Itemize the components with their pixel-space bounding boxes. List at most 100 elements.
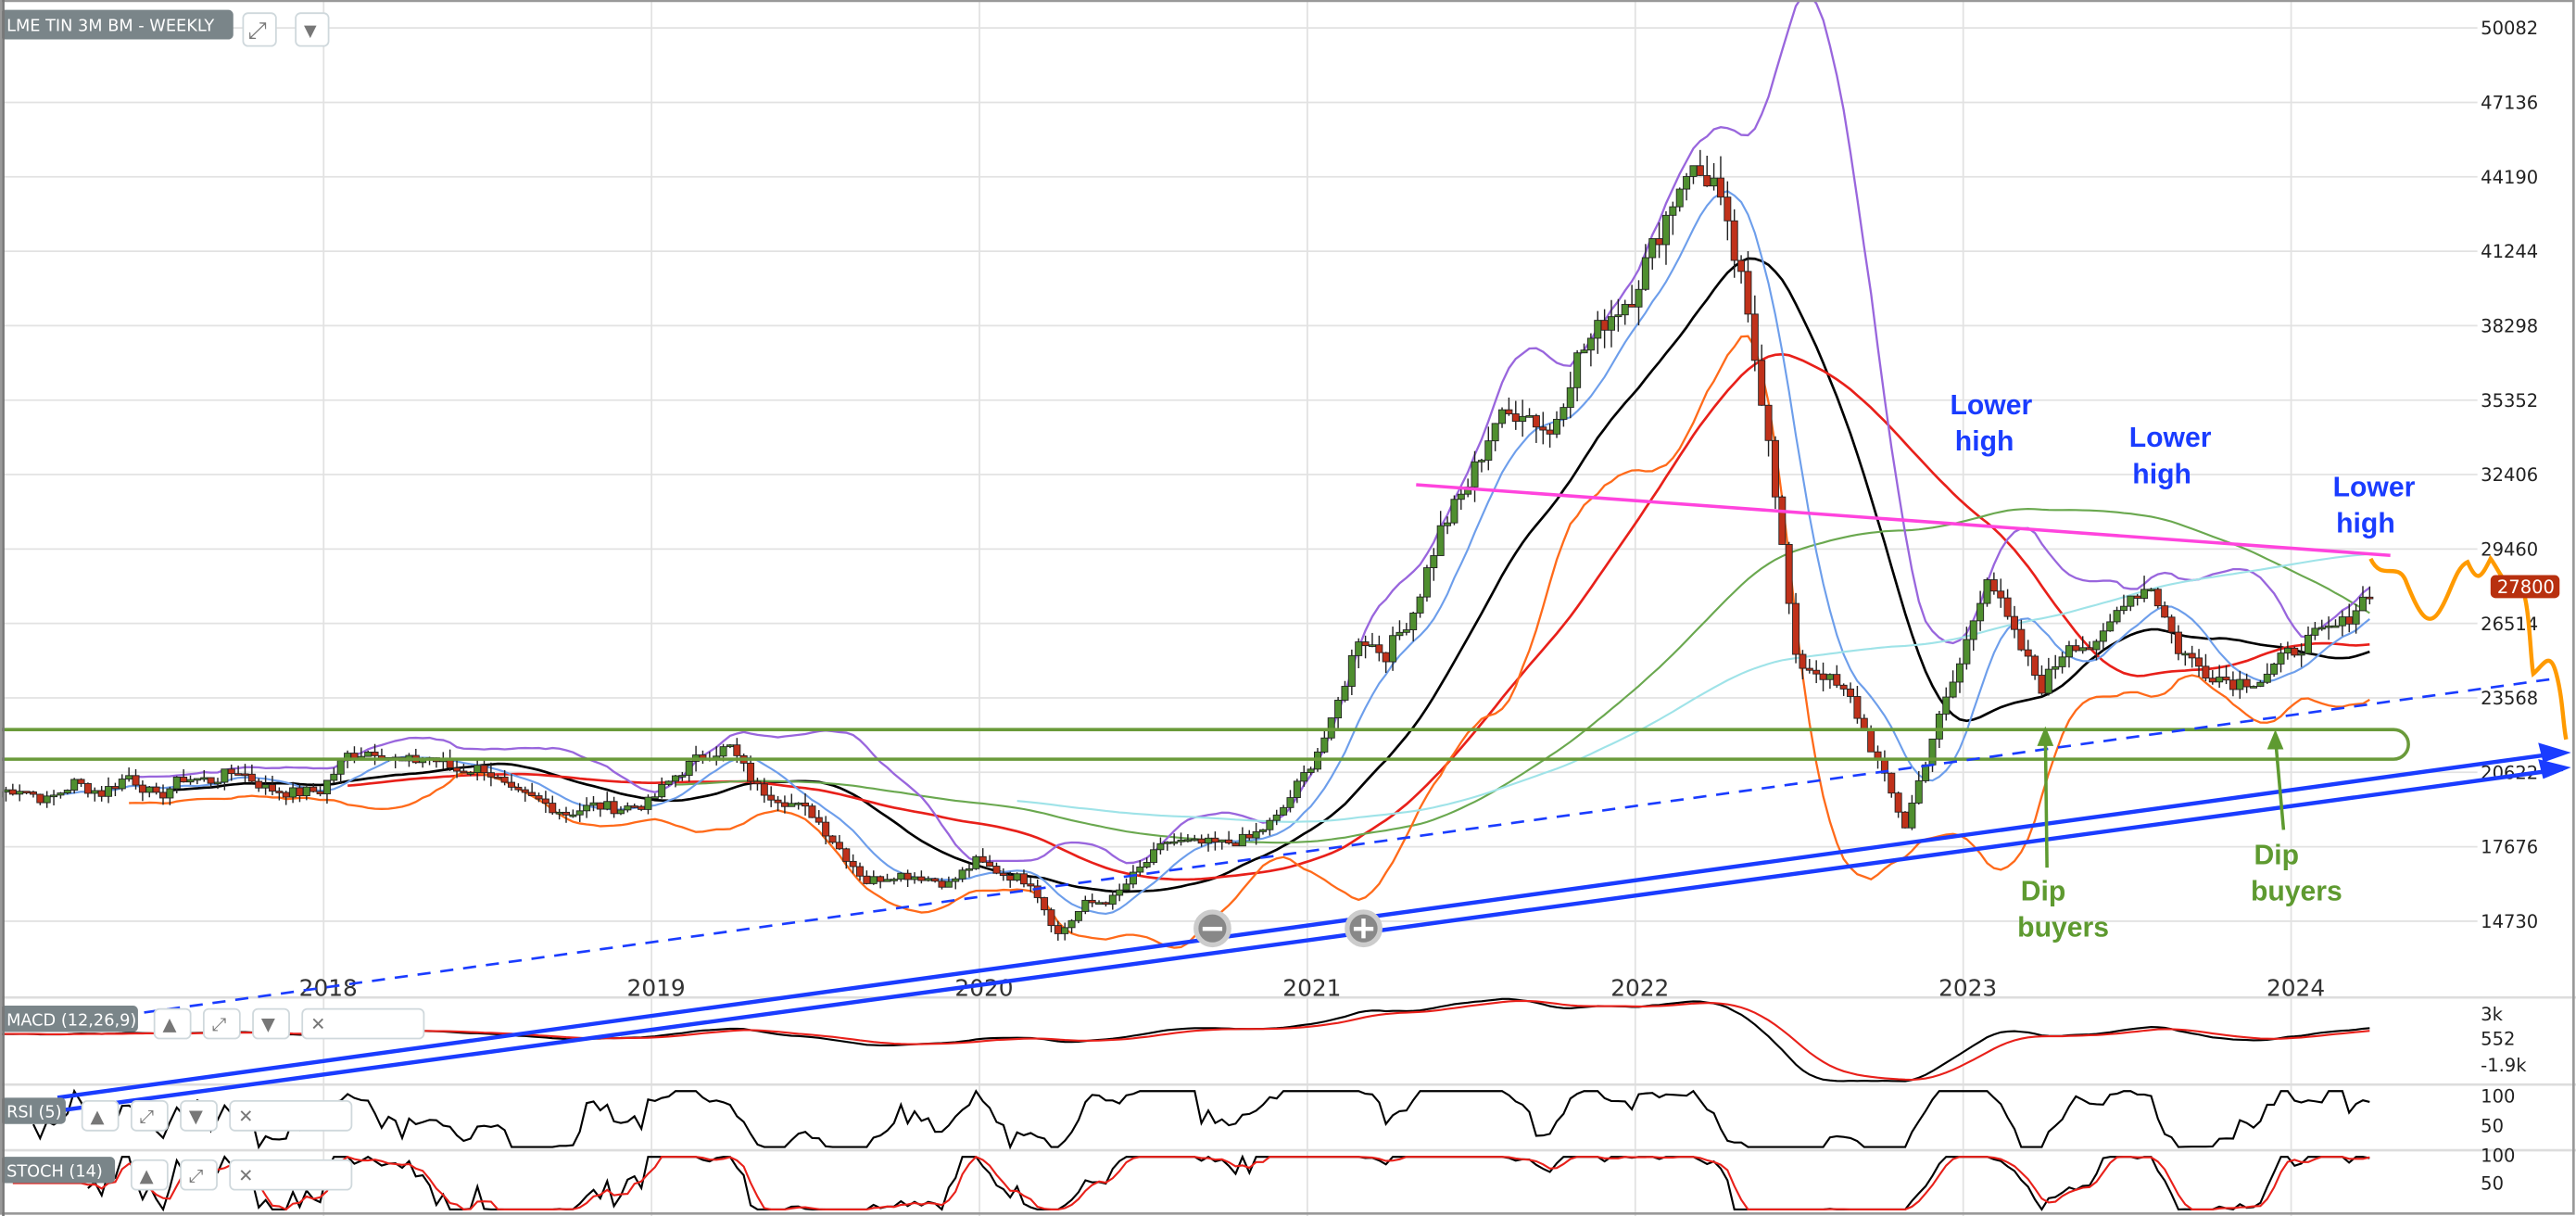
candle (1307, 768, 1315, 773)
move-up-button[interactable] (81, 1100, 120, 1132)
indicator-label: STOCH (14) (6, 1162, 103, 1181)
candle (2270, 664, 2279, 675)
close-icon: ✕ (310, 1014, 325, 1035)
arrow-up-icon: ▲ (163, 1014, 177, 1035)
candle (1013, 873, 1021, 881)
candle (1799, 653, 1807, 669)
candle (180, 777, 188, 783)
candle (986, 861, 994, 867)
candle (835, 842, 843, 850)
move-down-button[interactable] (252, 1007, 290, 1040)
remove-indicator-button[interactable] (229, 1159, 353, 1191)
last-price-tag (2490, 575, 2560, 599)
candle (2291, 647, 2299, 656)
support-trendline-lower (57, 766, 2564, 1113)
candle (1205, 837, 1213, 844)
candle (1368, 644, 1376, 647)
candle (685, 761, 693, 777)
candle (2325, 625, 2333, 628)
candle (541, 798, 549, 804)
candle (1300, 772, 1308, 782)
candle (1532, 415, 1540, 428)
candle (1976, 602, 1985, 622)
candle (1422, 567, 1431, 598)
candle (234, 773, 243, 776)
candle (159, 792, 168, 799)
candle (1819, 673, 1827, 680)
candle (1067, 919, 1076, 929)
candle (364, 752, 373, 757)
candle (2167, 616, 2176, 633)
candle (1812, 669, 1821, 675)
candle (1143, 862, 1151, 868)
indicator-label: MACD (12,26,9) (6, 1011, 136, 1030)
move-up-button[interactable] (130, 1159, 169, 1191)
candle (822, 821, 830, 837)
candle (794, 802, 802, 805)
price-tick-label: 14730 (2481, 911, 2538, 932)
candle (869, 876, 878, 884)
last-price-value: 27800 (2497, 576, 2555, 598)
maximize-button[interactable] (180, 1159, 218, 1191)
stoch-d-line (12, 1155, 2370, 1211)
remove-indicator-button[interactable] (229, 1100, 353, 1132)
candle (1033, 885, 1042, 898)
candle (856, 866, 865, 877)
candle (125, 775, 133, 779)
candle (1669, 206, 1677, 216)
candle (275, 791, 284, 793)
candle (1108, 894, 1117, 906)
candle (678, 775, 687, 778)
candle (877, 876, 885, 882)
candle (774, 799, 782, 804)
move-down-button[interactable] (180, 1100, 218, 1132)
candle (486, 772, 495, 778)
candle (1628, 303, 1636, 308)
candle (1792, 602, 1800, 655)
maximize-button[interactable] (202, 1007, 241, 1040)
candle (241, 773, 249, 777)
candle (650, 796, 659, 799)
maximize-button[interactable]: ⤢ (242, 12, 277, 47)
candle (268, 784, 276, 792)
candle (658, 783, 666, 798)
candle (166, 788, 174, 799)
candle (1621, 303, 1629, 316)
annotation-lower-high: high (1955, 426, 2014, 457)
candle (316, 791, 324, 795)
candle (802, 802, 810, 807)
move-up-button[interactable] (153, 1007, 192, 1040)
support-zone (0, 728, 2410, 761)
candle (1280, 806, 1288, 816)
move-down-button[interactable]: ▼ (295, 12, 330, 47)
candle (221, 768, 229, 783)
candle (1853, 696, 1862, 719)
candle (1416, 596, 1424, 614)
arrow-head-icon (2538, 742, 2571, 763)
candle (1436, 525, 1445, 556)
candle (1983, 579, 1991, 604)
candle (1539, 426, 1547, 431)
candle (172, 777, 181, 790)
annotation-dip-buyers: buyers (2251, 877, 2342, 907)
candle (2174, 631, 2182, 654)
candle (2181, 652, 2190, 656)
candle (1683, 176, 1691, 190)
candle (1163, 842, 1171, 844)
candle (1559, 407, 1568, 420)
forecast-path (2368, 554, 2569, 741)
candle (1430, 555, 1438, 568)
candle (1382, 652, 1390, 663)
candle (1580, 349, 1588, 354)
maximize-button[interactable] (130, 1100, 169, 1132)
candle (1395, 631, 1404, 637)
support-trendline-upper (57, 750, 2564, 1100)
price-tick-label: 26514 (2481, 614, 2538, 635)
candle (1389, 635, 1397, 663)
zoom-out-button[interactable] (1193, 909, 1231, 948)
zoom-in-button[interactable] (1345, 909, 1383, 948)
candle (330, 773, 338, 781)
remove-indicator-button[interactable] (301, 1007, 425, 1040)
candle (2127, 595, 2135, 607)
